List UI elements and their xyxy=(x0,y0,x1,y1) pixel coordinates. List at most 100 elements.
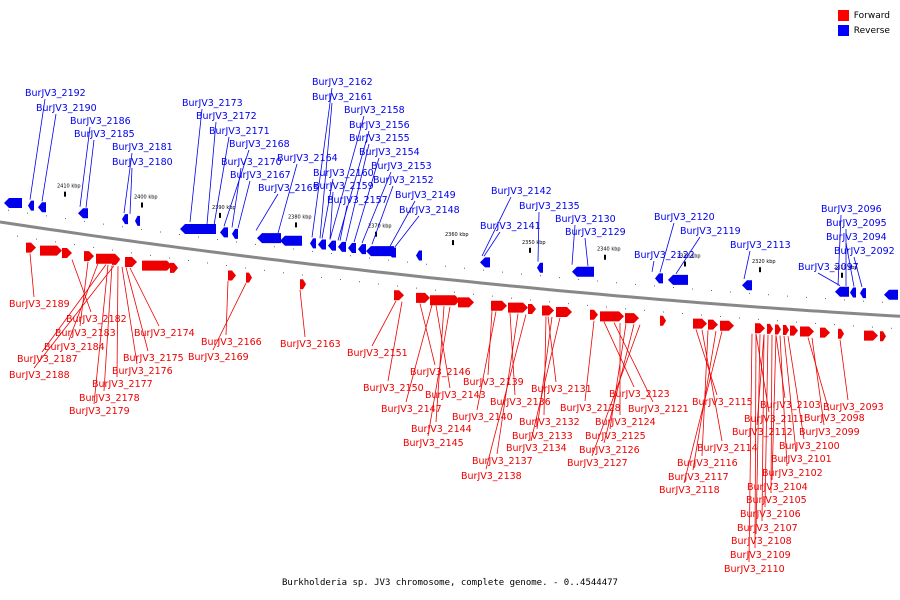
leader-line xyxy=(394,215,420,248)
leader-line xyxy=(537,211,540,262)
forward-gene-arrow xyxy=(394,290,404,301)
forward-gene-label: BurJV3_2118 xyxy=(659,485,720,496)
forward-gene-label: BurJV3_2183 xyxy=(55,328,116,339)
leader-line xyxy=(125,267,149,352)
forward-gene-arrow xyxy=(170,262,178,273)
reverse-gene-label: BurJV3_2159 xyxy=(313,181,374,192)
forward-gene-label: BurJV3_2140 xyxy=(452,412,513,423)
reverse-gene-arrow xyxy=(257,233,281,244)
forward-gene-arrow xyxy=(528,304,536,315)
forward-gene-arrow xyxy=(491,300,507,311)
reverse-gene-arrow xyxy=(655,273,663,284)
forward-gene-arrow xyxy=(755,323,765,334)
leader-line xyxy=(683,331,723,484)
leader-line xyxy=(427,306,451,437)
leader-line xyxy=(603,321,635,388)
forward-gene-arrow xyxy=(708,319,718,330)
leader-line xyxy=(389,200,416,247)
leader-line xyxy=(783,335,797,453)
forward-gene-label: BurJV3_2188 xyxy=(9,370,70,381)
forward-gene-label: BurJV3_2116 xyxy=(677,458,738,469)
forward-gene-label: BurJV3_2163 xyxy=(280,339,341,350)
reverse-gene-arrow xyxy=(348,242,356,253)
forward-gene-label: BurJV3_2107 xyxy=(737,523,798,534)
leader-line xyxy=(213,136,230,226)
leader-line xyxy=(345,143,370,242)
leader-line xyxy=(329,115,365,240)
forward-gene-arrow xyxy=(880,331,886,342)
reverse-gene-arrow xyxy=(328,240,336,251)
forward-gene-label: BurJV3_2143 xyxy=(425,390,486,401)
forward-gene-arrow xyxy=(838,328,844,339)
forward-gene-label: BurJV3_2132 xyxy=(519,417,580,428)
scale-tick-label: 2350 kbp xyxy=(522,240,546,246)
leader-line xyxy=(748,333,753,563)
reverse-gene-arrow xyxy=(668,274,688,285)
forward-gene-label: BurJV3_2115 xyxy=(692,397,753,408)
leader-line xyxy=(85,139,95,208)
forward-gene-label: BurJV3_2179 xyxy=(69,406,130,417)
reverse-gene-label: BurJV3_2156 xyxy=(349,120,410,131)
forward-gene-label: BurJV3_2184 xyxy=(44,342,105,353)
leader-line xyxy=(353,157,380,243)
forward-gene-label: BurJV3_2187 xyxy=(17,354,78,365)
reverse-gene-label: BurJV3_2119 xyxy=(680,226,741,237)
forward-gene-arrow xyxy=(556,307,572,318)
leader-line xyxy=(771,335,777,481)
forward-gene-label: BurJV3_2189 xyxy=(9,299,70,310)
leader-line xyxy=(129,167,133,214)
reverse-gene-arrow xyxy=(280,235,302,246)
leader-line xyxy=(93,264,109,405)
leader-line xyxy=(571,224,576,265)
reverse-gene-arrow xyxy=(78,208,88,219)
reverse-gene-label: BurJV3_2094 xyxy=(826,232,887,243)
leader-line xyxy=(71,259,92,313)
leader-line xyxy=(481,196,512,257)
reverse-gene-label: BurJV3_2161 xyxy=(312,92,373,103)
reverse-gene-arrow xyxy=(480,257,490,268)
forward-gene-label: BurJV3_2100 xyxy=(779,441,840,452)
leader-line xyxy=(419,303,436,366)
leader-line xyxy=(485,314,527,470)
leader-line xyxy=(29,253,35,298)
reverse-gene-label: BurJV3_2135 xyxy=(519,201,580,212)
reverse-gene-arrow xyxy=(4,197,22,208)
reverse-gene-arrow xyxy=(835,286,849,297)
leader-line xyxy=(189,108,203,223)
forward-gene-arrow xyxy=(26,242,36,253)
leader-line xyxy=(536,316,553,430)
leader-line xyxy=(770,335,773,494)
forward-gene-arrow xyxy=(783,325,789,336)
leader-line xyxy=(483,231,501,257)
reverse-gene-arrow xyxy=(338,241,346,252)
reverse-gene-arrow xyxy=(416,250,422,261)
reverse-gene-label: BurJV3_2170 xyxy=(221,157,282,168)
leader-line xyxy=(225,280,229,336)
leader-line xyxy=(755,334,761,535)
leader-line xyxy=(761,334,765,522)
leader-line xyxy=(129,267,160,327)
forward-gene-label: BurJV3_2174 xyxy=(134,328,195,339)
forward-gene-label: BurJV3_2106 xyxy=(740,509,801,520)
forward-gene-label: BurJV3_2110 xyxy=(724,564,785,575)
forward-gene-arrow xyxy=(228,270,236,281)
forward-gene-label: BurJV3_2145 xyxy=(403,438,464,449)
leader-line xyxy=(41,113,57,202)
leader-line xyxy=(530,317,561,442)
forward-gene-label: BurJV3_2150 xyxy=(363,383,424,394)
forward-gene-label: BurJV3_2178 xyxy=(79,393,140,404)
leader-line xyxy=(837,214,842,286)
scale-tick-label: 2330 kbp xyxy=(677,253,701,259)
leader-line xyxy=(584,237,589,267)
reverse-gene-arrow xyxy=(220,227,228,238)
scale-tick-label: 2370 kbp xyxy=(368,224,392,230)
leader-line xyxy=(237,180,251,229)
legend-item-reverse: Reverse xyxy=(837,23,890,38)
forward-gene-label: BurJV3_2166 xyxy=(201,337,262,348)
forward-gene-arrow xyxy=(767,323,773,334)
forward-gene-label: BurJV3_2104 xyxy=(747,482,808,493)
forward-gene-arrow xyxy=(416,292,430,303)
forward-gene-arrow xyxy=(600,311,624,322)
reverse-swatch xyxy=(837,25,849,36)
